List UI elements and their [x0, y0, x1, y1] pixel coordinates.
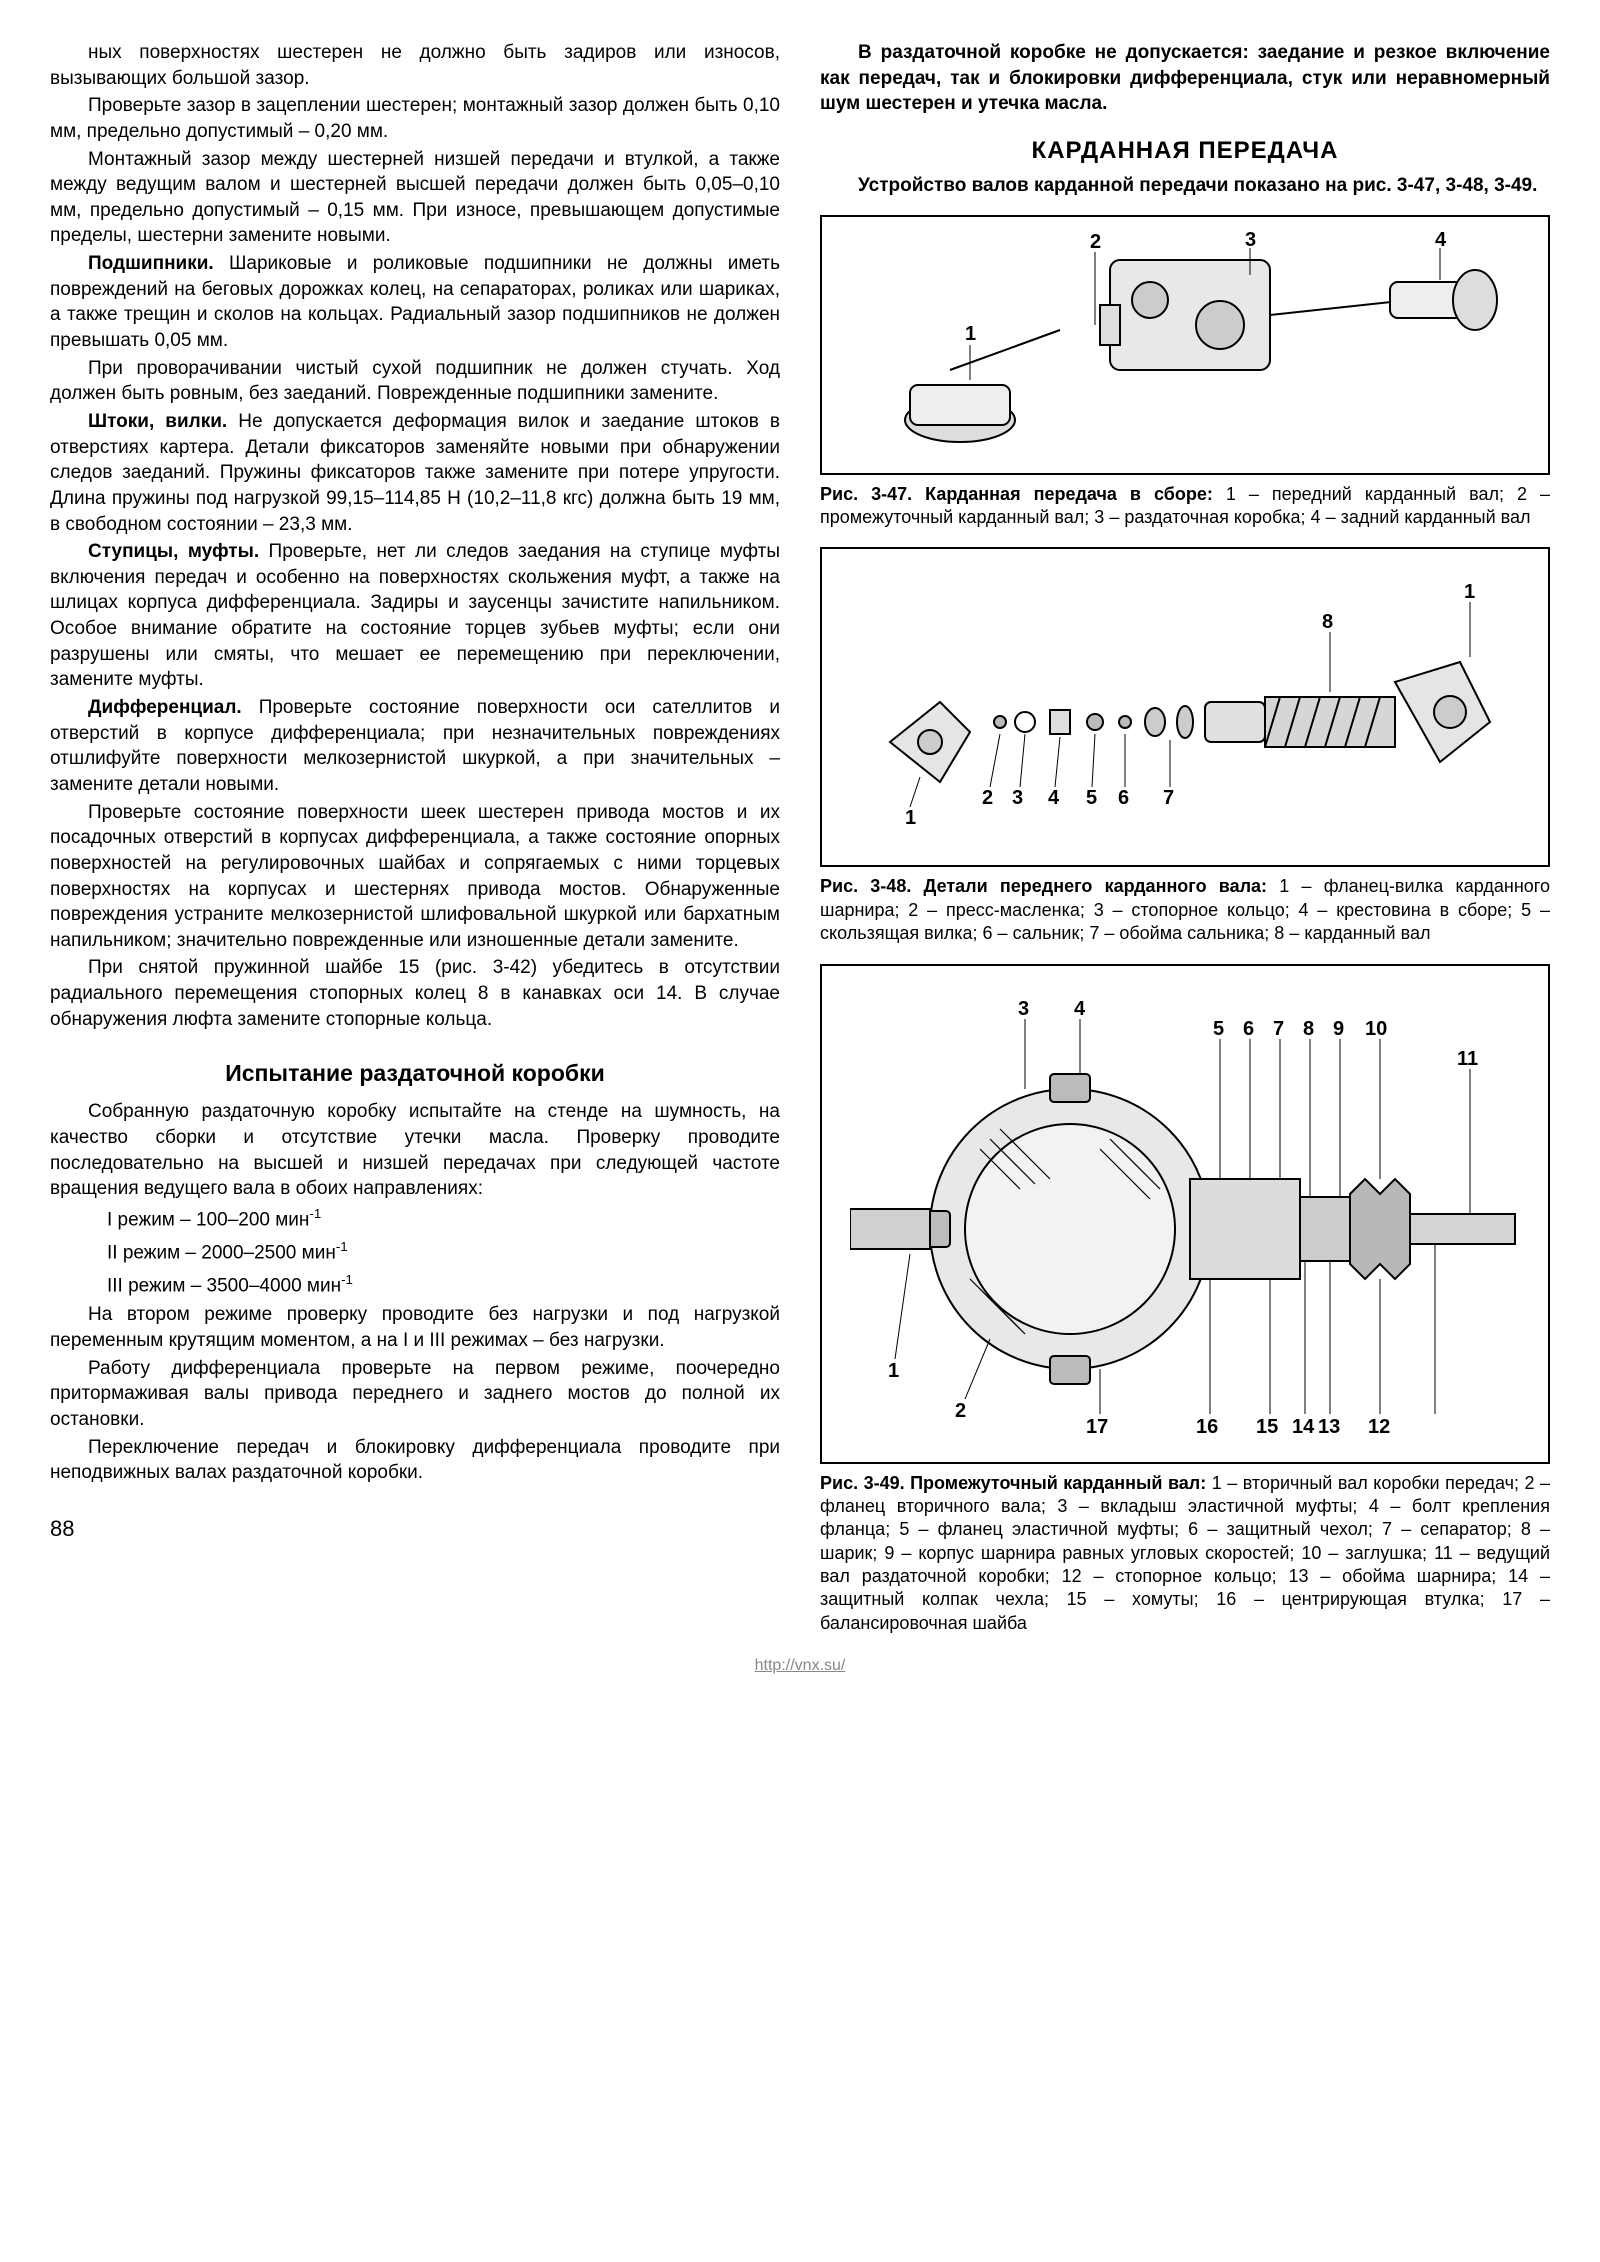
caption-bold: Рис. 3-47. Карданная передача в сборе: — [820, 484, 1213, 504]
fig-label: 1 — [905, 807, 916, 829]
fig-label: 4 — [1074, 998, 1086, 1020]
caption-text: 1 – вторичный вал коробки передач; 2 – ф… — [820, 1473, 1550, 1633]
fig-label: 3 — [1018, 998, 1029, 1020]
mode-text: III режим – 3500–4000 мин — [107, 1275, 341, 1296]
fig-label: 2 — [1090, 231, 1101, 253]
figure-3-48: 1 2 3 4 5 6 7 8 1 — [820, 547, 1550, 867]
bold-label: Подшипники. — [88, 253, 214, 274]
fig-label: 1 — [1464, 581, 1475, 603]
paragraph: При проворачивании чистый сухой подшипни… — [50, 356, 780, 407]
fig-label: 2 — [982, 787, 993, 809]
right-column: В раздаточной коробке не допускается: за… — [820, 40, 1550, 1653]
intro-bold-paragraph: В раздаточной коробке не допускается: за… — [820, 40, 1550, 117]
mode-list: I режим – 100–200 мин-1 II режим – 2000–… — [107, 1204, 780, 1300]
paragraph: Подшипники. Шариковые и роликовые подшип… — [50, 251, 780, 354]
fig-label: 5 — [1086, 787, 1097, 809]
caption-bold: Рис. 3-49. Промежуточный карданный вал: — [820, 1473, 1206, 1493]
paragraph: Переключение передач и блокировку диффер… — [50, 1435, 780, 1486]
superscript: -1 — [309, 1206, 321, 1221]
mode-text: I режим – 100–200 мин — [107, 1209, 309, 1230]
bold-label: Штоки, вилки. — [88, 411, 227, 432]
fig-label: 1 — [888, 1360, 899, 1382]
fig-label: 15 — [1256, 1416, 1278, 1438]
figure-3-47: 1 2 3 4 — [820, 215, 1550, 475]
mode-text: II режим – 2000–2500 мин — [107, 1242, 336, 1263]
chapter-title: КАРДАННАЯ ПЕРЕДАЧА — [820, 137, 1550, 165]
fig-label: 7 — [1163, 787, 1174, 809]
caption-bold: Рис. 3-48. Детали переднего карданного в… — [820, 876, 1267, 896]
front-driveshaft-parts-diagram: 1 2 3 4 5 6 7 8 1 — [850, 562, 1520, 852]
fig-label: 6 — [1118, 787, 1129, 809]
paragraph: Ступицы, муфты. Проверьте, нет ли следов… — [50, 539, 780, 693]
fig-label: 3 — [1012, 787, 1023, 809]
fig-label: 17 — [1086, 1416, 1108, 1438]
figure-3-49: 3 4 5 6 7 8 9 10 11 1 2 17 16 15 14 13 1… — [820, 964, 1550, 1464]
fig-label: 4 — [1048, 787, 1060, 809]
footer-link[interactable]: http://vnx.su/ — [50, 1657, 1550, 1675]
fig-label: 1 — [965, 323, 976, 345]
fig-label: 11 — [1457, 1048, 1478, 1070]
paragraph: На втором режиме проверку проводите без … — [50, 1302, 780, 1353]
mode-item: III режим – 3500–4000 мин-1 — [107, 1270, 780, 1301]
fig-label: 6 — [1243, 1018, 1254, 1040]
superscript: -1 — [341, 1272, 353, 1287]
fig-label: 9 — [1333, 1018, 1344, 1040]
fig-label: 5 — [1213, 1018, 1224, 1040]
fig-label: 8 — [1322, 611, 1333, 633]
fig-label: 4 — [1435, 230, 1447, 251]
paragraph: Дифференциал. Проверьте состояние поверх… — [50, 695, 780, 798]
fig-label: 13 — [1318, 1416, 1340, 1438]
fig-label: 16 — [1196, 1416, 1218, 1438]
intermediate-shaft-section-diagram: 3 4 5 6 7 8 9 10 11 1 2 17 16 15 14 13 1… — [850, 979, 1520, 1449]
paragraph: Проверьте зазор в зацеплении шестерен; м… — [50, 93, 780, 144]
bold-label: Ступицы, муфты. — [88, 541, 259, 562]
paragraph: При снятой пружинной шайбе 15 (рис. 3-42… — [50, 955, 780, 1032]
superscript: -1 — [336, 1239, 348, 1254]
paragraph: Проверьте состояние поверхности шеек шес… — [50, 800, 780, 954]
figure-caption: Рис. 3-47. Карданная передача в сборе: 1… — [820, 483, 1550, 530]
fig-label: 12 — [1368, 1416, 1390, 1438]
fig-label: 10 — [1365, 1018, 1387, 1040]
fig-label: 7 — [1273, 1018, 1284, 1040]
fig-label: 2 — [955, 1400, 966, 1422]
left-column: ных поверхностях шестерен не должно быть… — [50, 40, 780, 1653]
paragraph: Штоки, вилки. Не допускается деформация … — [50, 409, 780, 537]
fig-label: 8 — [1303, 1018, 1314, 1040]
intro-paragraph: Устройство валов карданной передачи пока… — [820, 173, 1550, 199]
mode-item: II режим – 2000–2500 мин-1 — [107, 1237, 780, 1268]
driveshaft-assembly-diagram: 1 2 3 4 — [850, 230, 1520, 460]
fig-label: 3 — [1245, 230, 1256, 251]
paragraph: Работу дифференциала проверьте на первом… — [50, 1356, 780, 1433]
section-heading: Испытание раздаточной коробки — [50, 1060, 780, 1087]
paragraph: Собранную раздаточную коробку испытайте … — [50, 1099, 780, 1202]
paragraph: ных поверхностях шестерен не должно быть… — [50, 40, 780, 91]
paragraph: Монтажный зазор между шестерней низшей п… — [50, 147, 780, 250]
page-wrapper: ных поверхностях шестерен не должно быть… — [50, 40, 1550, 1653]
paragraph-text: Проверьте, нет ли следов заедания на сту… — [50, 541, 780, 690]
fig-label: 14 — [1292, 1416, 1315, 1438]
figure-caption: Рис. 3-48. Детали переднего карданного в… — [820, 875, 1550, 945]
bold-label: Дифференциал. — [88, 697, 242, 718]
page-number: 88 — [50, 1516, 780, 1542]
figure-caption: Рис. 3-49. Промежуточный карданный вал: … — [820, 1472, 1550, 1636]
mode-item: I режим – 100–200 мин-1 — [107, 1204, 780, 1235]
